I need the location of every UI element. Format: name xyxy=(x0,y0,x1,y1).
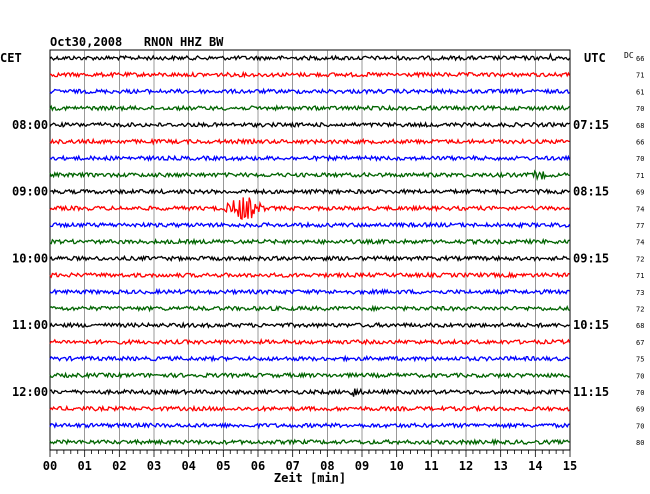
dc-value: 80 xyxy=(636,439,644,447)
trace-row xyxy=(49,237,570,246)
left-hour-label: 11:00 xyxy=(12,318,48,332)
trace-row xyxy=(49,421,570,430)
x-tick-label: 03 xyxy=(147,459,161,473)
trace-row xyxy=(49,197,571,220)
x-tick-label: 02 xyxy=(112,459,126,473)
trace-row xyxy=(49,371,570,380)
dc-value: 67 xyxy=(636,339,644,347)
right-hour-label: 07:15 xyxy=(573,118,609,132)
trace-row xyxy=(49,104,571,112)
trace-row xyxy=(49,52,571,62)
trace-row xyxy=(49,70,571,79)
dc-value: 68 xyxy=(636,322,644,330)
x-tick-label: 13 xyxy=(493,459,507,473)
dc-value: 68 xyxy=(636,122,644,130)
x-tick-label: 08 xyxy=(320,459,334,473)
trace-row xyxy=(49,288,570,296)
dc-value: 72 xyxy=(636,306,644,314)
dc-value: 72 xyxy=(636,255,644,263)
x-tick-label: 04 xyxy=(181,459,195,473)
trace-row xyxy=(49,254,570,263)
right-hour-label: 10:15 xyxy=(573,318,609,332)
dc-value: 71 xyxy=(636,272,644,280)
x-tick-label: 06 xyxy=(251,459,265,473)
right-hour-labels: 07:15 08:15 09:15 10:15 11:15 xyxy=(573,118,609,399)
trace-row xyxy=(49,271,570,280)
trace-row xyxy=(49,387,571,397)
dc-value: 70 xyxy=(636,155,644,163)
plot-frame xyxy=(49,49,571,451)
dc-value: 70 xyxy=(636,372,644,380)
dc-value: 71 xyxy=(636,172,644,180)
dc-value: 77 xyxy=(636,222,644,230)
x-axis-label: Zeit [min] xyxy=(274,471,346,485)
dc-value: 66 xyxy=(636,55,644,63)
left-hour-label: 08:00 xyxy=(12,118,48,132)
dc-value: 66 xyxy=(636,139,644,147)
right-hour-label: 08:15 xyxy=(573,185,609,199)
x-tick-label: 10 xyxy=(389,459,403,473)
left-timezone-label: CET xyxy=(0,51,22,65)
left-hour-label: 10:00 xyxy=(12,251,48,265)
grid xyxy=(49,49,571,451)
dc-values: 66 71 61 70 68 66 70 71 69 74 77 74 72 71 73 72 68 67 75 70… xyxy=(636,55,644,447)
trace-row xyxy=(49,120,570,129)
dc-header-label: DC xyxy=(624,51,634,60)
chart-title: Oct30,2008 RNON HHZ BW xyxy=(50,35,224,49)
trace-row xyxy=(49,304,570,313)
trace-row xyxy=(49,438,570,447)
trace-row xyxy=(49,137,570,146)
x-tick-label: 07 xyxy=(285,459,299,473)
dc-value: 73 xyxy=(636,289,644,297)
trace-row xyxy=(49,337,571,346)
dc-value: 74 xyxy=(636,239,644,247)
x-tick-label: 09 xyxy=(355,459,369,473)
left-hour-label: 12:00 xyxy=(12,385,48,399)
left-hour-labels: 08:00 09:00 10:00 11:00 12:00 xyxy=(12,118,48,399)
trace-row xyxy=(49,87,570,96)
dc-value: 69 xyxy=(636,406,644,414)
x-tick-label: 15 xyxy=(563,459,577,473)
x-tick-label: 05 xyxy=(216,459,230,473)
right-hour-label: 11:15 xyxy=(573,385,609,399)
trace-row xyxy=(49,354,570,363)
dc-value: 61 xyxy=(636,88,644,96)
x-tick-label: 14 xyxy=(528,459,542,473)
right-timezone-label: UTC xyxy=(584,51,606,65)
trace-row xyxy=(49,220,571,230)
dc-value: 71 xyxy=(636,72,644,80)
left-hour-label: 09:00 xyxy=(12,185,48,199)
trace-row xyxy=(49,169,570,182)
traces xyxy=(49,52,571,447)
dc-value: 69 xyxy=(636,189,644,197)
right-hour-label: 09:15 xyxy=(573,251,609,265)
dc-value: 75 xyxy=(636,356,644,364)
x-tick-label: 01 xyxy=(77,459,91,473)
trace-row xyxy=(49,321,570,329)
x-tick-label: 00 xyxy=(43,459,57,473)
x-axis: 00 01 02 03 04 05 06 07 08 09 10 11 12 13 14 15 xyxy=(43,450,577,473)
x-tick-label: 12 xyxy=(459,459,473,473)
trace-row xyxy=(49,154,571,163)
dc-value: 74 xyxy=(636,205,644,213)
dc-value: 70 xyxy=(636,422,644,430)
trace-row xyxy=(50,187,571,196)
x-tick-label: 11 xyxy=(424,459,438,473)
trace-row xyxy=(49,404,570,413)
dc-value: 70 xyxy=(636,389,644,397)
dc-value: 70 xyxy=(636,105,644,113)
